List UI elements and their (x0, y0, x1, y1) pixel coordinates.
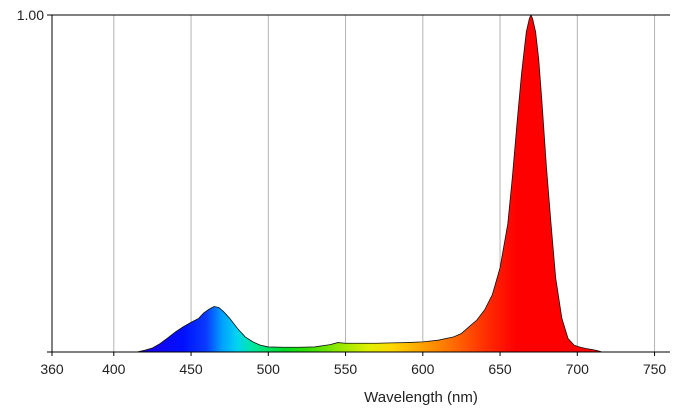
x-tick-label-750: 750 (643, 361, 667, 377)
spectrum-area-layer (136, 15, 603, 352)
x-axis-title: Wavelength (nm) (364, 389, 478, 406)
tick-labels: 360 400 450 500 550 600 650 700 750 1.00 (17, 7, 667, 377)
x-tick-label-500: 500 (257, 361, 281, 377)
x-tick-label-360: 360 (40, 361, 64, 377)
x-tick-label-600: 600 (411, 361, 435, 377)
grid-lines (113, 15, 656, 352)
spectrum-area-series-0 (136, 15, 603, 352)
axes (47, 14, 670, 356)
y-tick-label-top: 1.00 (17, 7, 44, 23)
x-tick-label-700: 700 (566, 361, 590, 377)
x-tick-label-450: 450 (179, 361, 203, 377)
x-tick-label-650: 650 (488, 361, 512, 377)
x-tick-label-550: 550 (334, 361, 358, 377)
x-tick-label-400: 400 (102, 361, 126, 377)
